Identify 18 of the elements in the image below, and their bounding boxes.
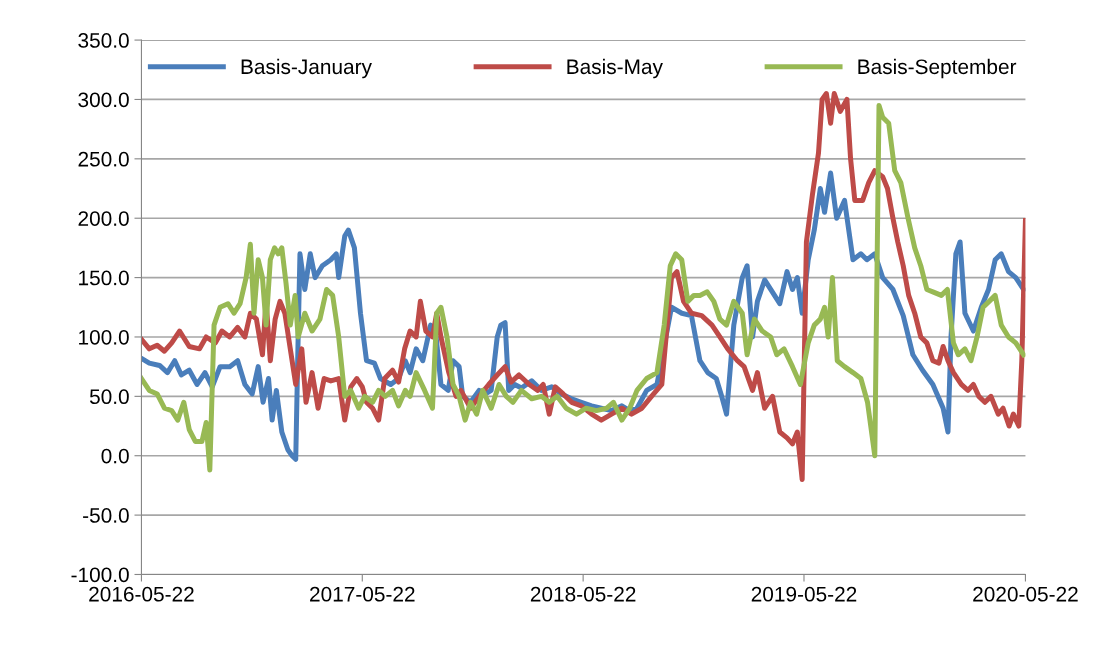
x-tick-label: 2020-05-22 [973, 586, 1078, 602]
x-tick-label: 2018-05-22 [530, 586, 636, 602]
y-tick-label: 0.0 [101, 448, 129, 464]
y-tick-label: 100.0 [79, 329, 129, 345]
legend-label: Basis-May [567, 58, 663, 79]
y-tick-label: 350.0 [78, 33, 129, 48]
legend-label: Basis-September [858, 58, 1017, 79]
y-tick-label: 200.0 [78, 211, 129, 226]
y-tick-label: 150.0 [79, 270, 129, 286]
x-tick-label: 2017-05-22 [310, 586, 415, 602]
y-tick-label: 50.0 [89, 389, 129, 405]
x-tick-label: 2016-05-22 [89, 586, 194, 602]
y-tick-label: 300.0 [78, 92, 129, 108]
x-tick-label: 2019-05-22 [751, 586, 857, 602]
y-tick-label: -50.0 [83, 508, 129, 523]
y-tick-label: -100.0 [71, 567, 129, 583]
legend-label: Basis-January [241, 58, 372, 79]
y-tick-label: 250.0 [78, 151, 129, 167]
